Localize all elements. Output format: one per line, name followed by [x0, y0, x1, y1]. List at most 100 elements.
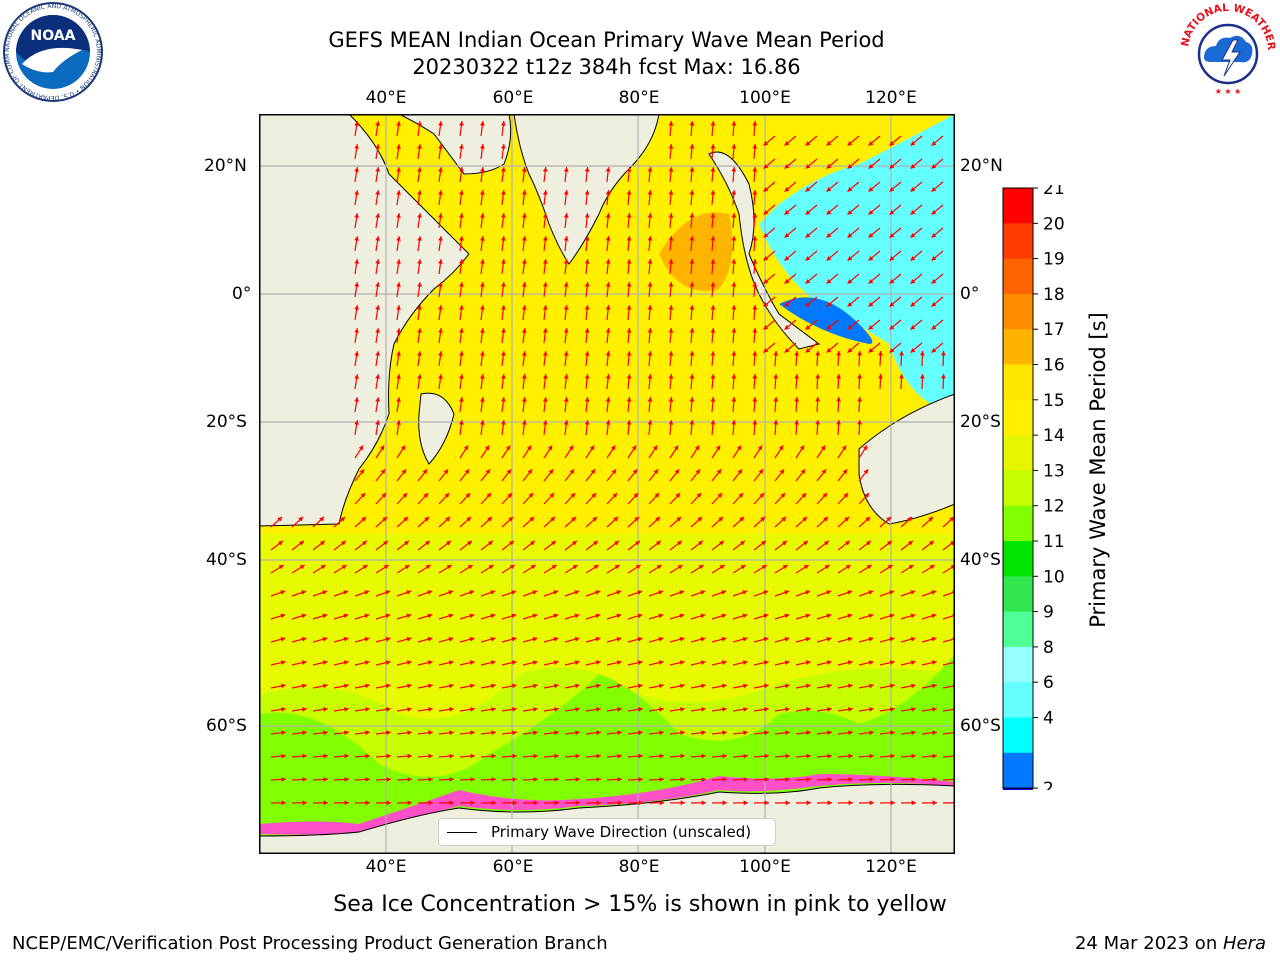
wave-arrow-head [385, 636, 391, 642]
wave-arrow-head [466, 516, 472, 522]
wave-arrow-head [417, 213, 422, 218]
wave-arrow-head [343, 613, 349, 619]
wave-arrow-head [920, 374, 925, 379]
wave-arrow-head [742, 590, 748, 595]
wave-arrow-head [617, 730, 622, 736]
wave-arrow-head [826, 636, 832, 642]
wave-arrow-head [847, 279, 853, 284]
wave-arrow-head [491, 800, 496, 806]
right-lat-label: 40°S [960, 550, 1001, 570]
wave-arrow-head [490, 613, 496, 619]
wave-arrow-head [847, 256, 853, 261]
wave-arrow-head [512, 730, 517, 736]
colorbar-tick-label: 14 [1043, 426, 1065, 446]
wave-arrow-head [668, 144, 674, 149]
wave-arrow-head [533, 707, 538, 712]
wave-arrow-head [868, 348, 874, 353]
wave-arrow-head [759, 493, 765, 498]
wave-arrow-head [593, 565, 599, 570]
wave-arrow-head [626, 420, 632, 425]
wave-arrow-head [701, 730, 706, 736]
wave-arrow-head [530, 565, 536, 570]
wave-arrow-head [584, 420, 590, 425]
wave-arrow-head [459, 305, 464, 310]
colorbar-frame [1002, 187, 1034, 789]
wave-arrow-head [280, 590, 286, 595]
wave-arrow-head [841, 445, 847, 451]
wave-arrow-head [668, 213, 674, 218]
wave-arrow-head [710, 144, 716, 149]
wave-arrow-head [689, 213, 695, 218]
wave-arrow-head [584, 374, 590, 379]
wave-arrow-head [542, 374, 548, 379]
wave-arrow-head [280, 613, 286, 619]
wave-arrow-head [487, 516, 493, 522]
wave-arrow-head [375, 259, 380, 264]
wave-arrow-head [626, 190, 632, 195]
wave-arrow-head [826, 302, 832, 307]
wave-arrow-head [654, 493, 660, 498]
wave-arrow-head [403, 516, 409, 522]
wave-arrow-head [847, 164, 853, 169]
wave-arrow-head [386, 753, 391, 759]
colorbar-tick-label: 9 [1043, 603, 1054, 623]
bottom-lon-label: 80°E [618, 857, 660, 877]
wave-arrow-head [354, 397, 359, 402]
wave-arrow-head [784, 660, 790, 665]
wave-arrow-head [780, 493, 786, 498]
wave-arrow-head [527, 469, 533, 475]
wave-arrow-head [799, 445, 805, 451]
wave-arrow-head [668, 374, 674, 379]
wave-arrow-head [459, 144, 464, 149]
wave-arrow-head [521, 305, 527, 310]
wave-arrow-head [404, 565, 410, 570]
wave-arrow-head [354, 282, 359, 287]
wave-arrow-head [710, 167, 716, 172]
wave-arrow-head [805, 636, 811, 642]
colorbar: 21 20 19 18 17 16 15 14 13 12 11 10 9 8 6 4 2 [1002, 185, 1065, 790]
wave-arrow-head [542, 420, 548, 425]
wave-arrow-head [488, 540, 493, 546]
wave-arrow-head [932, 753, 937, 759]
wave-arrow-head [632, 469, 638, 475]
wave-arrow-head [736, 445, 742, 451]
wave-arrow-head [889, 636, 895, 642]
wave-arrow-head [826, 141, 832, 146]
wave-arrow-head [785, 707, 790, 712]
wave-arrow-head [647, 397, 653, 402]
wave-arrow-head [428, 753, 433, 759]
wave-arrow-head [596, 753, 601, 759]
wave-arrow-head [701, 800, 706, 806]
wave-arrow-head [344, 730, 349, 736]
wave-arrow-head [361, 516, 367, 522]
wave-arrow-head [910, 590, 916, 595]
wave-arrow-head [826, 279, 832, 284]
wave-arrow-head [761, 540, 766, 546]
wave-arrow-head [784, 302, 790, 307]
wave-arrow-head [931, 141, 937, 146]
wave-arrow-head [354, 167, 359, 172]
wave-arrow-head [899, 374, 904, 379]
wave-arrow-head [613, 516, 619, 522]
wave-arrow-head [301, 636, 307, 642]
wave-arrow-head [480, 121, 485, 126]
wave-arrow-head [542, 190, 548, 195]
wave-arrow-head [549, 493, 555, 498]
wave-arrow-head [806, 800, 811, 806]
wave-arrow-head [764, 707, 769, 712]
wave-arrow-head [740, 540, 745, 546]
wave-arrow-head [848, 777, 853, 782]
wave-arrow-head [932, 683, 937, 689]
wave-arrow-head [731, 190, 737, 195]
wave-arrow-head [533, 753, 538, 759]
wave-arrow-head [823, 516, 829, 522]
wave-arrow-head [668, 351, 674, 356]
wave-arrow-head [438, 351, 443, 356]
wave-arrow-head [396, 259, 401, 264]
wave-arrow-head [529, 516, 535, 522]
wave-arrow-head [616, 636, 622, 642]
wave-arrow-head [480, 305, 485, 310]
wave-arrow-head [375, 190, 380, 195]
right-lat-label: 20°N [960, 156, 1003, 176]
wave-arrow-head [857, 397, 862, 402]
